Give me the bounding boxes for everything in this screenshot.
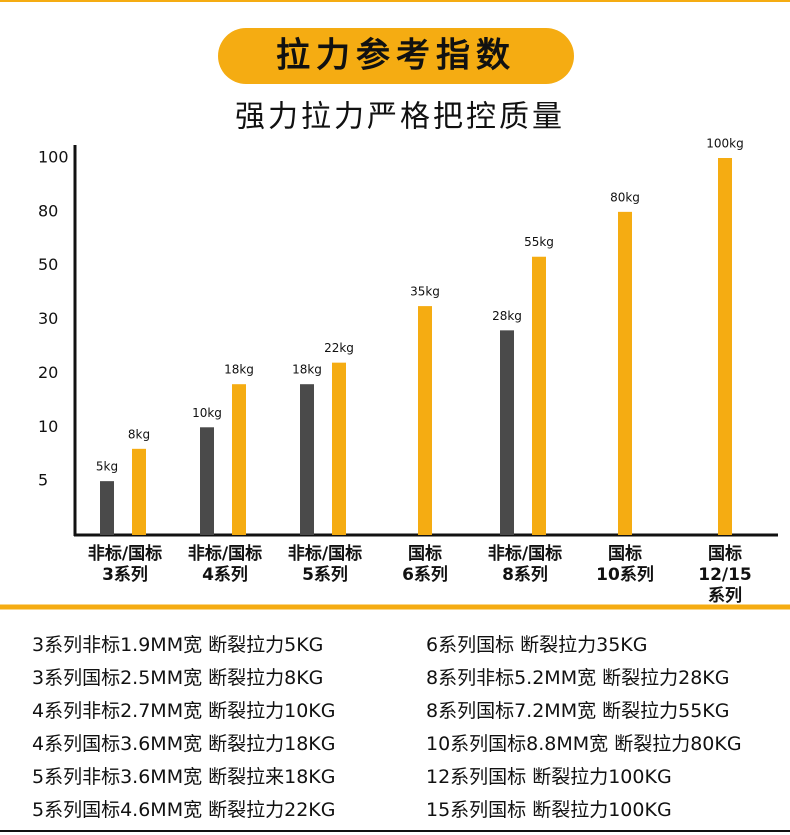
bar <box>200 427 214 535</box>
y-tick-label: 50 <box>38 255 58 274</box>
value-label: 80kg <box>610 190 640 204</box>
value-label: 5kg <box>96 460 118 474</box>
y-tick-label: 80 <box>38 201 58 220</box>
bar <box>300 384 314 535</box>
x-tick-label: 国标 6系列 <box>402 544 448 585</box>
value-label: 18kg <box>292 363 322 377</box>
value-label: 18kg <box>224 363 254 377</box>
bar <box>232 384 246 535</box>
title-pill <box>218 28 574 84</box>
y-tick-label: 5 <box>38 471 48 490</box>
bar <box>618 211 632 535</box>
x-tick-label: 国标 10系列 <box>596 544 654 585</box>
y-tick-label: 20 <box>38 363 58 382</box>
spec-note: 5系列国标4.6MM宽 断裂拉力22KG <box>32 799 336 821</box>
value-label: 100kg <box>706 137 743 151</box>
spec-note: 4系列国标3.6MM宽 断裂拉力18KG <box>32 733 336 755</box>
spec-note: 10系列国标8.8MM宽 断裂拉力80KG <box>426 733 742 755</box>
x-tick-label: 国标 12/15 系列 <box>698 544 752 606</box>
spec-note: 6系列国标 断裂拉力35KG <box>426 634 648 656</box>
chart-subtitle: 强力拉力严格把控质量 <box>235 100 565 135</box>
x-tick-label: 非标/国标 4系列 <box>187 544 263 585</box>
x-tick-label: 非标/国标 8系列 <box>487 544 563 585</box>
spec-note: 5系列非标3.6MM宽 断裂拉来18KG <box>32 766 336 788</box>
spec-note: 12系列国标 断裂拉力100KG <box>426 766 672 788</box>
bar <box>332 362 346 535</box>
spec-note: 8系列非标5.2MM宽 断裂拉力28KG <box>426 667 730 689</box>
bar <box>132 448 146 535</box>
bar <box>418 306 432 535</box>
value-label: 22kg <box>324 341 354 355</box>
value-label: 8kg <box>128 427 150 441</box>
y-tick-label: 100 <box>38 148 69 167</box>
value-label: 28kg <box>492 309 522 323</box>
spec-note: 3系列国标2.5MM宽 断裂拉力8KG <box>32 667 324 689</box>
spec-note: 8系列国标7.2MM宽 断裂拉力55KG <box>426 700 730 722</box>
x-tick-label: 非标/国标 3系列 <box>87 544 163 585</box>
spec-note: 4系列非标2.7MM宽 断裂拉力10KG <box>32 700 336 722</box>
bar <box>100 481 114 535</box>
value-label: 55kg <box>524 235 554 249</box>
value-label: 10kg <box>192 406 222 420</box>
x-tick-label: 非标/国标 5系列 <box>287 544 363 585</box>
y-tick-label: 30 <box>38 309 58 328</box>
spec-note: 15系列国标 断裂拉力100KG <box>426 799 672 821</box>
bar <box>532 256 546 535</box>
chart-title: 拉力参考指数 <box>276 36 516 76</box>
bar <box>500 330 514 535</box>
bar <box>718 158 732 535</box>
value-label: 35kg <box>410 285 440 299</box>
spec-note: 3系列非标1.9MM宽 断裂拉力5KG <box>32 634 324 656</box>
y-tick-label: 10 <box>38 417 58 436</box>
